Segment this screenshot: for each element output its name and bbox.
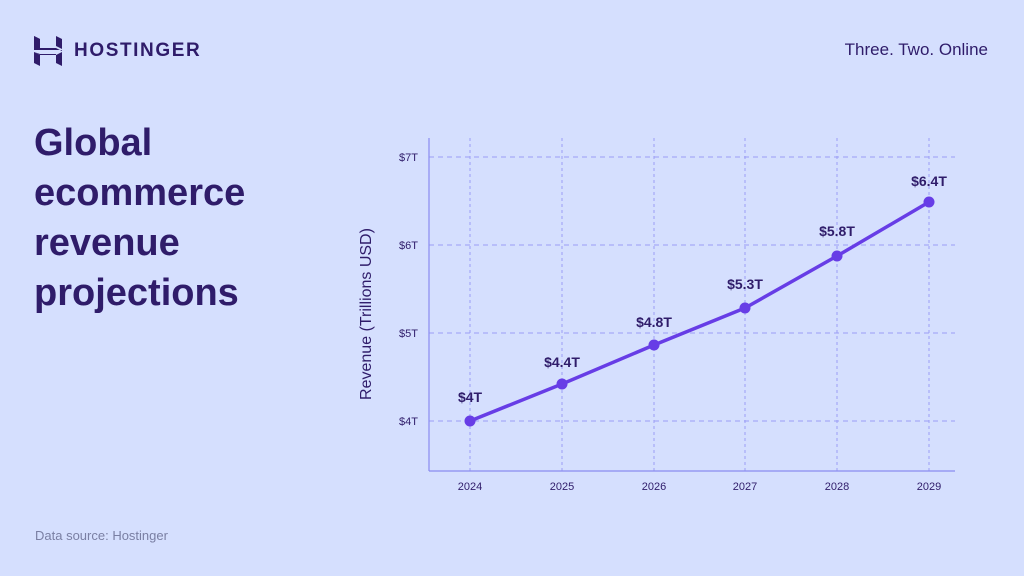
data-label: $5.8T bbox=[819, 223, 855, 239]
x-tick-labels: 2024 2025 2026 2027 2028 2029 bbox=[458, 481, 941, 493]
x-tick: 2025 bbox=[550, 481, 574, 493]
data-label: $4T bbox=[458, 389, 483, 405]
y-tick: $4T bbox=[399, 416, 418, 428]
data-point[interactable] bbox=[464, 415, 476, 427]
x-tick: 2028 bbox=[825, 481, 849, 493]
title-line: revenue bbox=[34, 222, 180, 264]
y-tick: $7T bbox=[399, 152, 418, 164]
data-label: $4.4T bbox=[544, 354, 580, 370]
data-point[interactable] bbox=[739, 302, 751, 314]
gridlines bbox=[429, 138, 955, 471]
data-line bbox=[468, 200, 931, 423]
axes bbox=[428, 138, 955, 472]
data-label: $4.8T bbox=[636, 314, 672, 330]
title-line: Global bbox=[34, 122, 153, 164]
data-point[interactable] bbox=[923, 196, 935, 208]
x-tick: 2029 bbox=[917, 481, 941, 493]
x-tick: 2027 bbox=[733, 481, 757, 493]
page-title: Global ecommerce revenue projections bbox=[34, 118, 314, 318]
brand-tagline: Three. Two. Online bbox=[844, 40, 988, 59]
data-points bbox=[464, 196, 935, 427]
title-line: projections bbox=[34, 272, 239, 314]
data-point[interactable] bbox=[831, 250, 843, 262]
x-tick: 2024 bbox=[458, 481, 482, 493]
y-tick: $6T bbox=[399, 240, 418, 252]
brand-logo: HOSTINGER bbox=[34, 36, 201, 66]
x-tick: 2026 bbox=[642, 481, 666, 493]
data-source-note: Data source: Hostinger bbox=[35, 528, 168, 543]
y-axis-label: Revenue (Trillions USD) bbox=[358, 228, 375, 400]
data-label: $6.4T bbox=[911, 173, 947, 189]
data-label: $5.3T bbox=[727, 276, 763, 292]
hostinger-h-logo-icon bbox=[34, 36, 62, 66]
data-point[interactable] bbox=[556, 378, 568, 390]
y-tick-labels: $7T $6T $5T $4T bbox=[399, 152, 418, 428]
y-tick: $5T bbox=[399, 328, 418, 340]
data-point[interactable] bbox=[648, 339, 660, 351]
brand-name: HOSTINGER bbox=[74, 40, 202, 61]
data-labels: $4T $4.4T $4.8T $5.3T $5.8T $6.4T bbox=[458, 173, 947, 405]
title-line: ecommerce bbox=[34, 172, 246, 214]
